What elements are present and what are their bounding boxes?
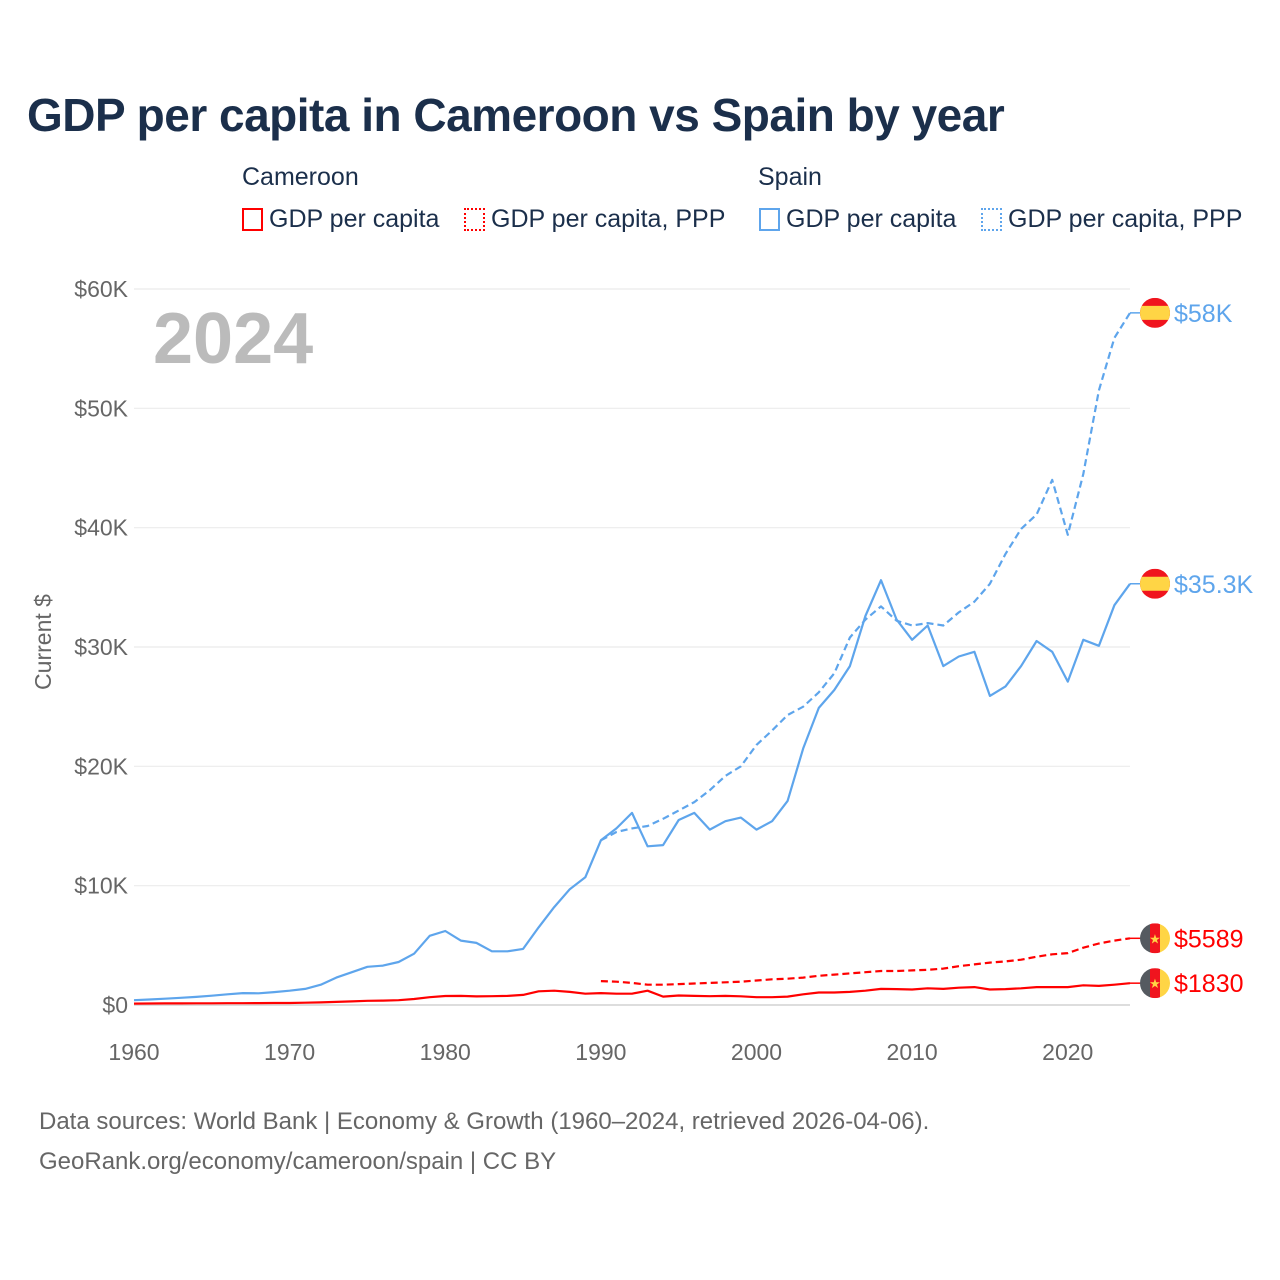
legend-label: GDP per capita, PPP <box>491 205 726 233</box>
end-value-label: $5589 <box>1174 925 1244 953</box>
legend-swatch-solid-red <box>242 208 263 231</box>
cameroon-flag-icon: ★ <box>1140 968 1170 999</box>
series-line-spain-gdp-per-capita-ppp <box>600 312 1131 842</box>
legend-item-cameroon-ppp[interactable]: GDP per capita, PPP <box>464 205 725 234</box>
legend-label: GDP per capita <box>786 205 957 233</box>
end-value-label: $58K <box>1174 300 1233 328</box>
x-tick-label: 2020 <box>1042 1039 1093 1065</box>
x-tick-label: 2000 <box>731 1039 782 1065</box>
x-tick-label: 1970 <box>264 1039 315 1065</box>
series-line-cameroon-gdp-per-capita-ppp <box>600 937 1131 986</box>
footer-link[interactable]: GeoRank.org/economy/cameroon/spain | CC … <box>39 1148 557 1175</box>
gridlines <box>134 288 1130 1006</box>
y-tick-label: $40K <box>74 515 128 541</box>
legend-label: GDP per capita <box>269 205 440 233</box>
legend-group-cameroon: Cameroon <box>242 163 359 191</box>
end-value-label: $1830 <box>1174 970 1244 998</box>
y-tick-label: $50K <box>74 395 128 421</box>
series-line-spain-gdp-per-capita <box>133 579 1131 1002</box>
x-tick-label: 2010 <box>887 1039 938 1065</box>
spain-flag-icon <box>1140 568 1170 599</box>
legend-item-spain-gdp[interactable]: GDP per capita <box>759 205 956 234</box>
spain-flag-icon <box>1140 297 1170 328</box>
legend-swatch-dotted-red <box>464 208 485 231</box>
chart-title: GDP per capita in Cameroon vs Spain by y… <box>27 89 1005 141</box>
y-axis-label: Current $ <box>30 594 56 690</box>
legend-label: GDP per capita, PPP <box>1008 205 1243 233</box>
cameroon-flag-icon: ★ <box>1140 923 1170 954</box>
series-line-cameroon-gdp-per-capita <box>133 982 1131 1005</box>
legend-swatch-dotted-blue <box>981 208 1002 231</box>
legend-swatch-solid-blue <box>759 208 780 231</box>
svg-text:★: ★ <box>1149 931 1161 946</box>
y-tick-label: $30K <box>74 634 128 660</box>
end-value-label: $35.3K <box>1174 571 1254 599</box>
legend-item-cameroon-gdp[interactable]: GDP per capita <box>242 205 439 234</box>
legend-group-spain: Spain <box>758 163 822 191</box>
year-watermark: 2024 <box>153 299 313 379</box>
footer-sources: Data sources: World Bank | Economy & Gro… <box>39 1108 930 1135</box>
x-tick-label: 1980 <box>420 1039 471 1065</box>
y-tick-label: $0 <box>102 992 128 1018</box>
svg-text:★: ★ <box>1149 976 1161 991</box>
y-tick-label: $60K <box>74 276 128 302</box>
legend-item-spain-ppp[interactable]: GDP per capita, PPP <box>981 205 1242 234</box>
x-tick-label: 1960 <box>108 1039 159 1065</box>
y-tick-label: $20K <box>74 753 128 779</box>
x-tick-label: 1990 <box>575 1039 626 1065</box>
y-tick-label: $10K <box>74 873 128 899</box>
